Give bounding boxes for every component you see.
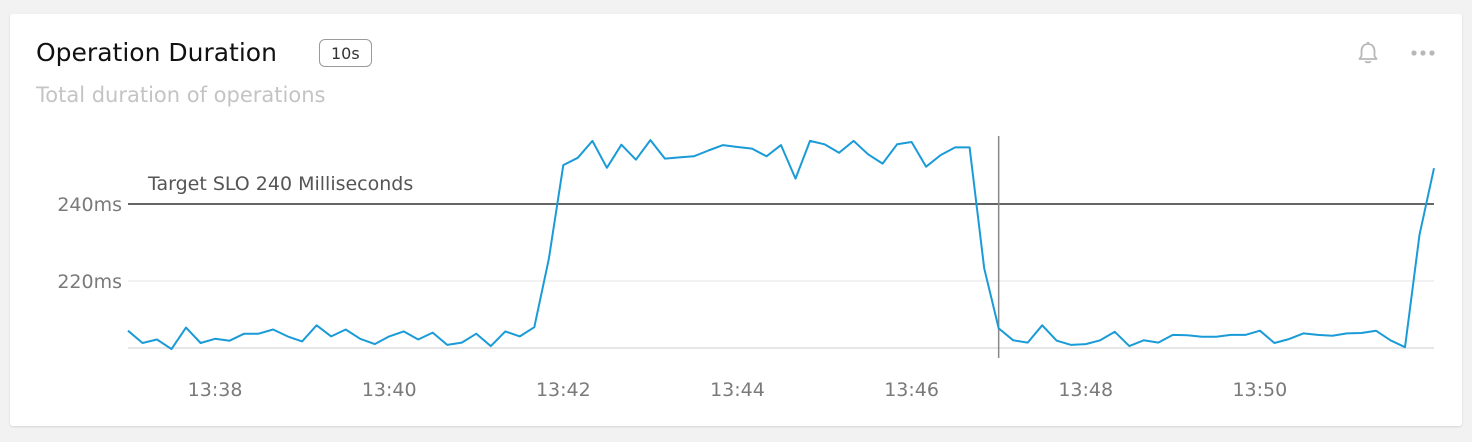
y-tick-label: 220ms bbox=[57, 271, 122, 293]
x-tick-label: 13:50 bbox=[1232, 379, 1287, 401]
more-icon[interactable] bbox=[1410, 40, 1436, 66]
x-tick-label: 13:48 bbox=[1058, 379, 1113, 401]
x-tick-label: 13:46 bbox=[884, 379, 939, 401]
x-tick-label: 13:38 bbox=[188, 379, 243, 401]
x-tick-label: 13:42 bbox=[536, 379, 591, 401]
line-chart: 220ms 240ms 13:38 13:40 13:42 13:44 13:46 13:48… bbox=[57, 136, 1435, 401]
bell-icon[interactable] bbox=[1355, 40, 1381, 66]
slo-line-label: Target SLO 240 Milliseconds bbox=[147, 173, 413, 195]
series-line bbox=[127, 139, 1435, 351]
panel-subtitle: Total duration of operations bbox=[36, 83, 326, 107]
x-tick-label: 13:44 bbox=[710, 379, 765, 401]
interval-badge[interactable]: 10s bbox=[319, 39, 372, 67]
y-tick-label: 240ms bbox=[57, 194, 122, 216]
x-tick-label: 13:40 bbox=[362, 379, 417, 401]
chart-panel: Operation Duration 10s Total duration of… bbox=[10, 14, 1462, 426]
panel-title: Operation Duration bbox=[36, 38, 277, 67]
